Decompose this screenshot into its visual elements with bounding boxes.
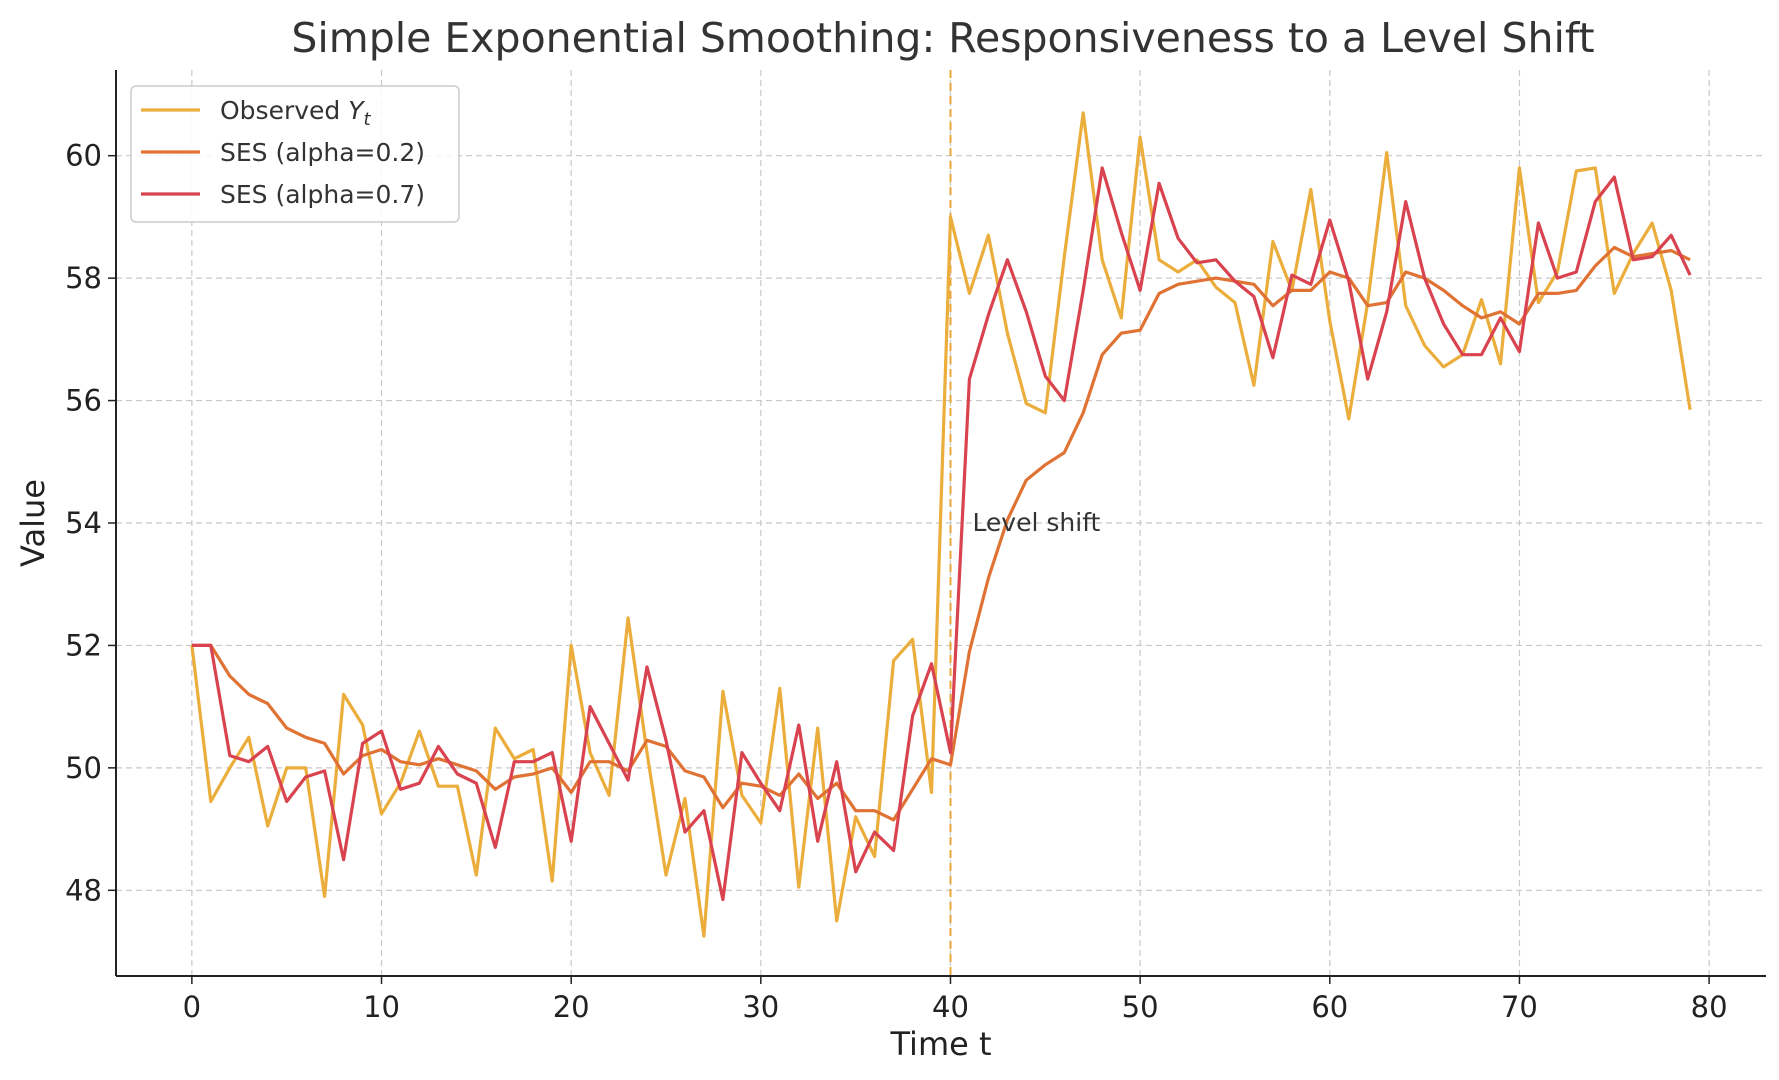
x-axis-label: Time t <box>889 1025 991 1063</box>
y-tick-label: 52 <box>65 628 102 662</box>
x-tick-label: 60 <box>1311 990 1348 1024</box>
y-tick-label: 48 <box>65 873 102 907</box>
x-tick-label: 40 <box>932 990 969 1024</box>
tick-labels: 0 10 20 30 40 50 60 70 80 48 50 52 54 56 58 60 <box>65 139 1727 1024</box>
x-tick-label: 0 <box>183 990 201 1024</box>
legend-label-subscript: t <box>364 109 372 130</box>
y-tick-label: 60 <box>65 139 102 173</box>
level-shift-annotation: Level shift <box>972 508 1100 537</box>
x-tick-label: 80 <box>1691 990 1728 1024</box>
legend-items: Observed Yt SES (alpha=0.2) SES (alpha=0.7… <box>141 96 425 209</box>
legend-label: SES (alpha=0.2) <box>220 138 425 167</box>
x-tick-label: 10 <box>363 990 400 1024</box>
series-line-1 <box>191 245 1691 822</box>
x-tick-label: 20 <box>553 990 590 1024</box>
legend-label-text: Observed <box>220 96 348 125</box>
y-tick-label: 56 <box>65 384 102 418</box>
x-tick-label: 50 <box>1122 990 1159 1024</box>
series-line-0 <box>190 111 1692 938</box>
y-tick-label: 58 <box>65 261 102 295</box>
legend-box <box>130 85 460 223</box>
legend-label: SES (alpha=0.7) <box>220 180 425 209</box>
y-tick-label: 50 <box>65 751 102 785</box>
x-tick-label: 70 <box>1501 990 1538 1024</box>
y-tick-label: 54 <box>65 506 102 540</box>
series-lines <box>190 111 1692 938</box>
legend-label-symbol: Y <box>348 96 365 125</box>
legend-label: Observed Yt <box>220 96 372 130</box>
chart-title: Simple Exponential Smoothing: Responsive… <box>291 14 1594 62</box>
series-line-2 <box>191 166 1692 902</box>
legend-label-text: SES (alpha=0.2) <box>220 138 425 167</box>
legend-label-text: SES (alpha=0.7) <box>220 180 425 209</box>
x-tick-label: 30 <box>742 990 779 1024</box>
y-axis-label: Value <box>14 479 52 567</box>
legend: Observed Yt SES (alpha=0.2) SES (alpha=0.7… <box>130 85 460 223</box>
